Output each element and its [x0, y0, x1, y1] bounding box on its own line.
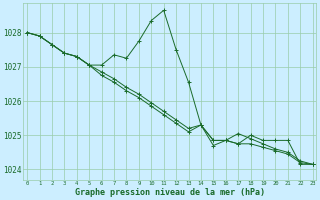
X-axis label: Graphe pression niveau de la mer (hPa): Graphe pression niveau de la mer (hPa) [75, 188, 265, 197]
